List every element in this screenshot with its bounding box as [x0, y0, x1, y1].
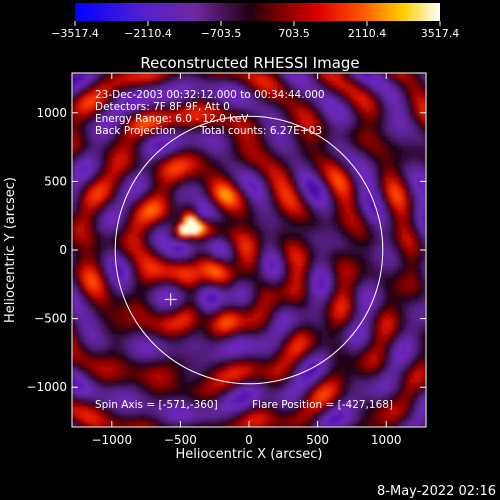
axis-ticks: −1000 −500 0 500 1000 −1000 −500 0 500 1000	[26, 73, 426, 447]
x-tick-label: 500	[306, 433, 329, 447]
detectors-label: Detectors: 7F 8F 9F, Att 0	[95, 101, 230, 113]
heatmap-image	[72, 73, 426, 427]
y-tick-label: −500	[34, 312, 67, 326]
total-counts-label: Total counts: 6.27E+03	[199, 125, 322, 137]
x-tick-label: 0	[245, 433, 253, 447]
colorbar-tick-label: 2110.4	[348, 27, 387, 40]
colorbar-tick-label: −703.5	[201, 27, 242, 40]
y-axis-label: Heliocentric Y (arcsec)	[3, 177, 18, 323]
spin-axis-marker	[164, 293, 177, 306]
flare-position-label: Flare Position = [-427,168]	[252, 399, 393, 411]
x-axis-label: Heliocentric X (arcsec)	[176, 447, 323, 462]
y-tick-label: 0	[59, 243, 67, 257]
plot-area	[72, 73, 426, 427]
colorbar-tick-label: −3517.4	[51, 27, 99, 40]
solar-limb-circle	[114, 115, 384, 385]
y-tick-label: 500	[44, 174, 67, 188]
method-label: Back Projection	[95, 125, 176, 137]
x-tick-label: 1000	[371, 433, 402, 447]
y-tick-label: −1000	[26, 380, 67, 394]
colorbar-tick-label: 3517.4	[421, 27, 460, 40]
colorbar-tick-label: 703.5	[278, 27, 310, 40]
spin-axis-label: Spin Axis = [-571,-360]	[95, 399, 218, 411]
colorbar-tick-label: −2110.4	[124, 27, 172, 40]
y-tick-label: 1000	[36, 106, 67, 120]
colorbar-gradient	[75, 3, 440, 21]
time-range-label: 23-Dec-2003 00:32:12.000 to 00:34:44.000	[95, 89, 325, 101]
x-tick-label: −1000	[91, 433, 132, 447]
energy-range-label: Energy Range: 6.0 - 12.0 keV	[95, 113, 249, 125]
x-tick-label: −500	[164, 433, 197, 447]
plot-date-stamp: 8-May-2022 02:16	[377, 484, 496, 499]
chart-title: Reconstructed RHESSI Image	[140, 54, 359, 72]
colorbar: −3517.4 −2110.4 −703.5 703.5 2110.4 3517.4	[51, 3, 459, 40]
colorbar-ticks: −3517.4 −2110.4 −703.5 703.5 2110.4 3517.4	[51, 21, 459, 40]
annotations: 23-Dec-2003 00:32:12.000 to 00:34:44.000…	[95, 89, 393, 411]
